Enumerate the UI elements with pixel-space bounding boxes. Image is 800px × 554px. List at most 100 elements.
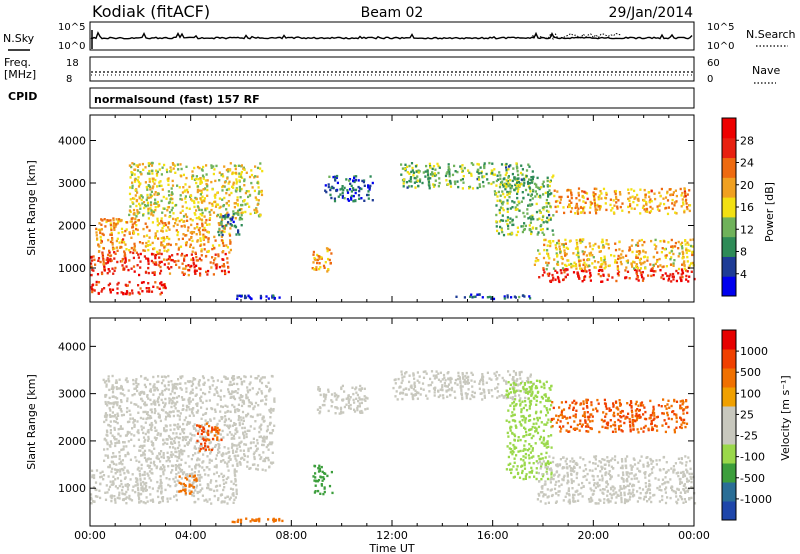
velocity-cell: [530, 399, 533, 403]
power-cell: [184, 213, 187, 216]
velocity-cell: [148, 486, 151, 489]
velocity-cell: [437, 378, 441, 381]
velocity-cell: [120, 414, 124, 417]
power-cell: [138, 195, 141, 199]
power-cell: [183, 272, 186, 276]
power-cell: [195, 269, 198, 272]
power-cell: [641, 275, 644, 279]
power-cell: [583, 267, 586, 270]
velocity-cell: [194, 467, 197, 470]
power-cell: [199, 197, 202, 200]
velocity-cell: [132, 421, 135, 424]
velocity-cell: [190, 468, 194, 471]
power-cell: [350, 184, 353, 188]
velocity-cell: [270, 408, 273, 411]
power-cell: [221, 189, 224, 192]
velocity-cell: [110, 483, 113, 486]
velocity-cell: [522, 406, 525, 410]
power-cell: [213, 247, 216, 250]
velocity-cell: [539, 401, 542, 404]
power-cell: [611, 276, 614, 279]
power-cell: [537, 249, 540, 252]
velocity-cell: [220, 380, 223, 383]
velocity-cell: [168, 401, 171, 405]
velocity-cell: [446, 395, 449, 398]
power-cell: [507, 176, 510, 179]
power-cell: [188, 185, 191, 189]
power-cell: [627, 205, 630, 209]
power-cell: [336, 174, 339, 178]
power-cell: [520, 225, 523, 228]
power-cell: [100, 241, 103, 244]
power-cell: [156, 217, 159, 220]
power-cell: [183, 190, 186, 193]
velocity-cell: [174, 403, 177, 406]
velocity-cell: [245, 396, 248, 399]
freq-panel: [89, 56, 695, 82]
velocity-cell: [278, 517, 281, 521]
power-cell: [267, 297, 270, 300]
power-cell: [632, 200, 635, 204]
velocity-cell: [153, 436, 156, 439]
power-cell: [221, 258, 224, 261]
power-cell: [570, 262, 573, 266]
power-cell: [245, 171, 248, 174]
power-cell: [677, 272, 680, 275]
power-cell: [602, 260, 605, 264]
power-cell: [148, 172, 151, 175]
power-cell: [349, 182, 352, 185]
velocity-cell: [157, 396, 160, 399]
power-cell: [672, 275, 675, 278]
velocity-cell: [330, 470, 333, 474]
power-cell: [258, 190, 261, 193]
velocity-cell: [319, 410, 322, 413]
velocity-region: [392, 370, 535, 401]
power-cell: [132, 251, 135, 255]
power-colorbar-swatch: [722, 197, 736, 218]
power-cell: [163, 258, 166, 261]
velocity-cell: [196, 458, 199, 462]
power-cell: [584, 275, 587, 278]
power-cell: [112, 222, 115, 225]
velocity-cell: [464, 382, 467, 385]
velocity-cell: [176, 456, 179, 459]
power-colorbar-swatch: [722, 276, 736, 297]
velocity-cell: [185, 390, 188, 393]
velocity-cell: [238, 416, 241, 419]
power-cell: [406, 165, 409, 168]
velocity-cell: [333, 395, 336, 398]
power-cell: [163, 163, 166, 167]
power-cell: [542, 193, 545, 196]
velocity-cell: [524, 418, 527, 422]
power-cell: [354, 191, 357, 195]
velocity-cell: [450, 386, 454, 390]
power-cell: [150, 194, 153, 198]
velocity-cell: [145, 412, 149, 415]
velocity-cell: [221, 429, 224, 433]
power-cell: [195, 209, 198, 212]
power-cell: [524, 224, 527, 228]
power-cell: [577, 258, 581, 262]
velocity-cell: [134, 490, 137, 494]
velocity-cell: [457, 371, 460, 375]
velocity-cell: [528, 447, 531, 451]
velocity-cell: [226, 465, 229, 468]
power-cell: [367, 193, 370, 197]
velocity-cell: [195, 484, 199, 487]
velocity-cell: [243, 453, 246, 456]
velocity-cell: [157, 412, 160, 415]
velocity-cell: [145, 417, 148, 421]
velocity-cell: [428, 390, 431, 393]
power-cell: [428, 187, 431, 190]
power-cell: [371, 181, 374, 185]
power-cell: [357, 185, 360, 189]
power-cell: [158, 162, 161, 166]
velocity-cell: [162, 470, 165, 474]
velocity-cell: [181, 430, 184, 433]
power-cell: [140, 198, 143, 202]
power-cell: [462, 175, 465, 178]
power-cell: [653, 243, 656, 246]
power-cell: [506, 294, 509, 297]
velocity-cell: [103, 448, 106, 451]
